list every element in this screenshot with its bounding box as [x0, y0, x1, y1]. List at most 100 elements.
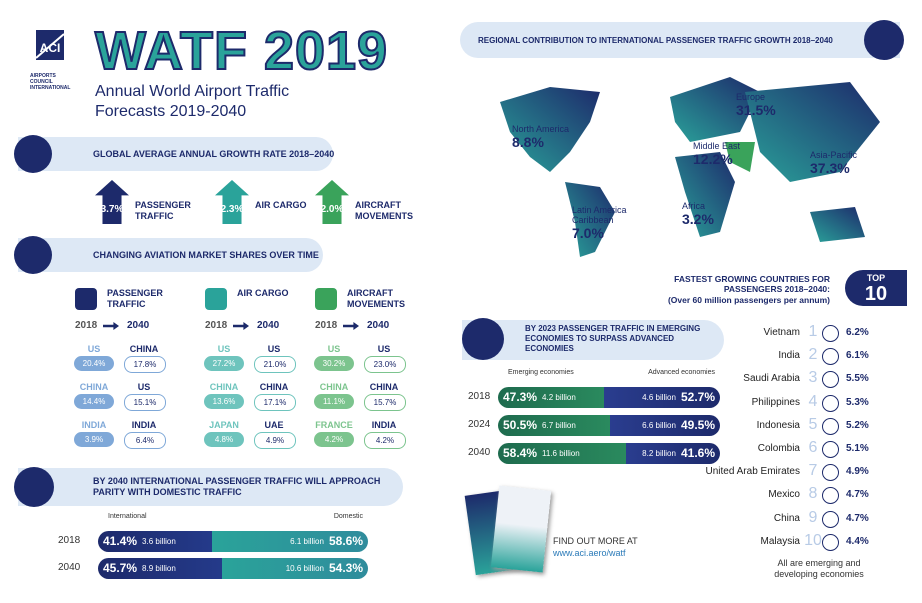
- year-from: 2018: [315, 320, 338, 331]
- growth: 5.5%: [846, 373, 869, 385]
- growth: 5.2%: [846, 419, 869, 431]
- flag-icon: [822, 510, 839, 528]
- country-name: Indonesia: [756, 419, 800, 431]
- logo-text: AIRPORTS COUNCIL INTERNATIONAL: [30, 73, 71, 91]
- badge-top: TOP: [866, 273, 886, 283]
- year: 2024: [468, 419, 491, 430]
- section-heading: FASTEST GROWING COUNTRIES FOR PASSENGERS…: [674, 274, 830, 294]
- country: UAE: [264, 420, 284, 430]
- country: US: [217, 344, 231, 354]
- country: CHINA: [129, 344, 159, 354]
- region-value: 3.2%: [682, 211, 714, 227]
- group-title: AIR CARGO: [237, 288, 289, 298]
- right-seg: 10.6 billion 54.3%: [222, 558, 368, 579]
- right-amount: 10.6 billion: [285, 564, 324, 573]
- country-name: United Arab Emirates: [705, 466, 801, 478]
- group-icon: [205, 288, 227, 310]
- region-name: Asia-Pacific: [810, 150, 858, 160]
- year-to: 2040: [257, 320, 280, 331]
- section-heading: REGIONAL CONTRIBUTION TO INTERNATIONAL P…: [478, 36, 833, 45]
- share-pill: 15.7%: [364, 394, 406, 411]
- rank: 9: [808, 508, 818, 526]
- rank: 4: [808, 392, 818, 410]
- right-seg: 6.6 billion 49.5%: [610, 415, 720, 436]
- year-from: 2018: [75, 320, 98, 331]
- country: INDIA: [371, 420, 397, 430]
- country-name: China: [773, 512, 800, 524]
- growth: 4.7%: [846, 512, 869, 524]
- flag-icon: [822, 464, 839, 482]
- report-cover: [490, 485, 552, 573]
- growth-label: AIR CARGO: [255, 200, 307, 210]
- share-pill: 4.8%: [204, 432, 244, 447]
- country: US: [87, 344, 101, 354]
- country-name: Vietnam: [763, 327, 800, 338]
- icon-airport: [14, 467, 54, 507]
- region-name: Europe: [736, 92, 766, 102]
- left-seg: 45.7% 8.9 billion: [98, 558, 223, 579]
- region-value: 12.2%: [693, 151, 733, 167]
- share-pill: 27.2%: [204, 356, 244, 371]
- growth: 4.9%: [846, 466, 869, 478]
- right-amount: 6.6 billion: [642, 421, 676, 430]
- banner: [460, 22, 900, 58]
- left-pct: 50.5%: [503, 418, 538, 432]
- rank: 1: [808, 323, 818, 340]
- share-pill: 4.2%: [314, 432, 354, 447]
- region-value: 37.3%: [810, 160, 850, 176]
- year-from: 2018: [205, 320, 228, 331]
- share-pill: 6.4%: [124, 432, 166, 449]
- banner: [18, 238, 323, 272]
- year: 2018: [468, 391, 491, 402]
- bar: 45.7% 8.9 billion 10.6 billion 54.3%: [98, 558, 368, 579]
- flag-icon: [822, 325, 839, 342]
- banner: [18, 468, 403, 506]
- share-pill: 17.1%: [254, 394, 296, 411]
- country-name: Philippines: [751, 396, 800, 408]
- share-pill: 13.6%: [204, 394, 244, 409]
- left-amount: 8.9 billion: [142, 564, 176, 573]
- growth-arrow: [95, 180, 129, 224]
- section-subheading: (Over 60 million passengers per annum): [667, 295, 830, 305]
- country: US: [327, 344, 341, 354]
- section-heading: BY 2023 PASSENGER TRAFFIC IN EMERGING EC…: [525, 324, 701, 353]
- right-amount: 8.2 billion: [642, 449, 676, 458]
- share-pill: 17.8%: [124, 356, 166, 373]
- section-heading: CHANGING AVIATION MARKET SHARES OVER TIM…: [93, 250, 319, 260]
- world-map: [500, 77, 880, 257]
- country-name: Mexico: [768, 489, 800, 501]
- region-label: Africa 3.2%: [682, 201, 762, 227]
- right-pct: 58.6%: [328, 534, 363, 548]
- col-label: Emerging economies: [508, 369, 574, 376]
- arrow: [103, 322, 119, 330]
- right-seg: 4.6 billion 52.7%: [603, 387, 720, 408]
- logo: ACI AIRPORTS COUNCIL INTERNATIONAL: [30, 28, 71, 91]
- left-seg: 47.3% 4.2 billion: [498, 387, 604, 408]
- share-pill: 21.0%: [254, 356, 296, 373]
- left-seg: 41.4% 3.6 billion: [98, 531, 212, 552]
- year-to: 2040: [127, 320, 150, 331]
- right-pct: 52.7%: [680, 390, 715, 404]
- rank: 2: [808, 346, 818, 364]
- share-pill: 23.0%: [364, 356, 406, 373]
- right-pct: 41.6%: [680, 446, 715, 460]
- group-title: PASSENGER TRAFFIC: [107, 288, 163, 309]
- bar: 50.5% 6.7 billion 6.6 billion 49.5%: [498, 415, 720, 436]
- country-name: Saudi Arabia: [743, 373, 800, 385]
- year: 2040: [58, 562, 81, 573]
- growth: 4.4%: [846, 535, 869, 547]
- region-name: Middle East: [693, 141, 741, 151]
- region-value: 31.5%: [736, 102, 776, 118]
- share-pill: 3.9%: [74, 432, 114, 447]
- right-amount: 6.1 billion: [290, 537, 324, 546]
- find-out-url[interactable]: www.aci.aero/watf: [553, 548, 626, 558]
- left-amount: 4.2 billion: [542, 393, 576, 402]
- country: CHINA: [79, 382, 109, 392]
- country: CHINA: [369, 382, 399, 392]
- right-amount: 4.6 billion: [642, 393, 676, 402]
- share-pill: 20.4%: [74, 356, 114, 371]
- growth-label: PASSENGER TRAFFIC: [135, 200, 191, 221]
- country: INDIA: [131, 420, 157, 430]
- rank: 7: [808, 462, 818, 480]
